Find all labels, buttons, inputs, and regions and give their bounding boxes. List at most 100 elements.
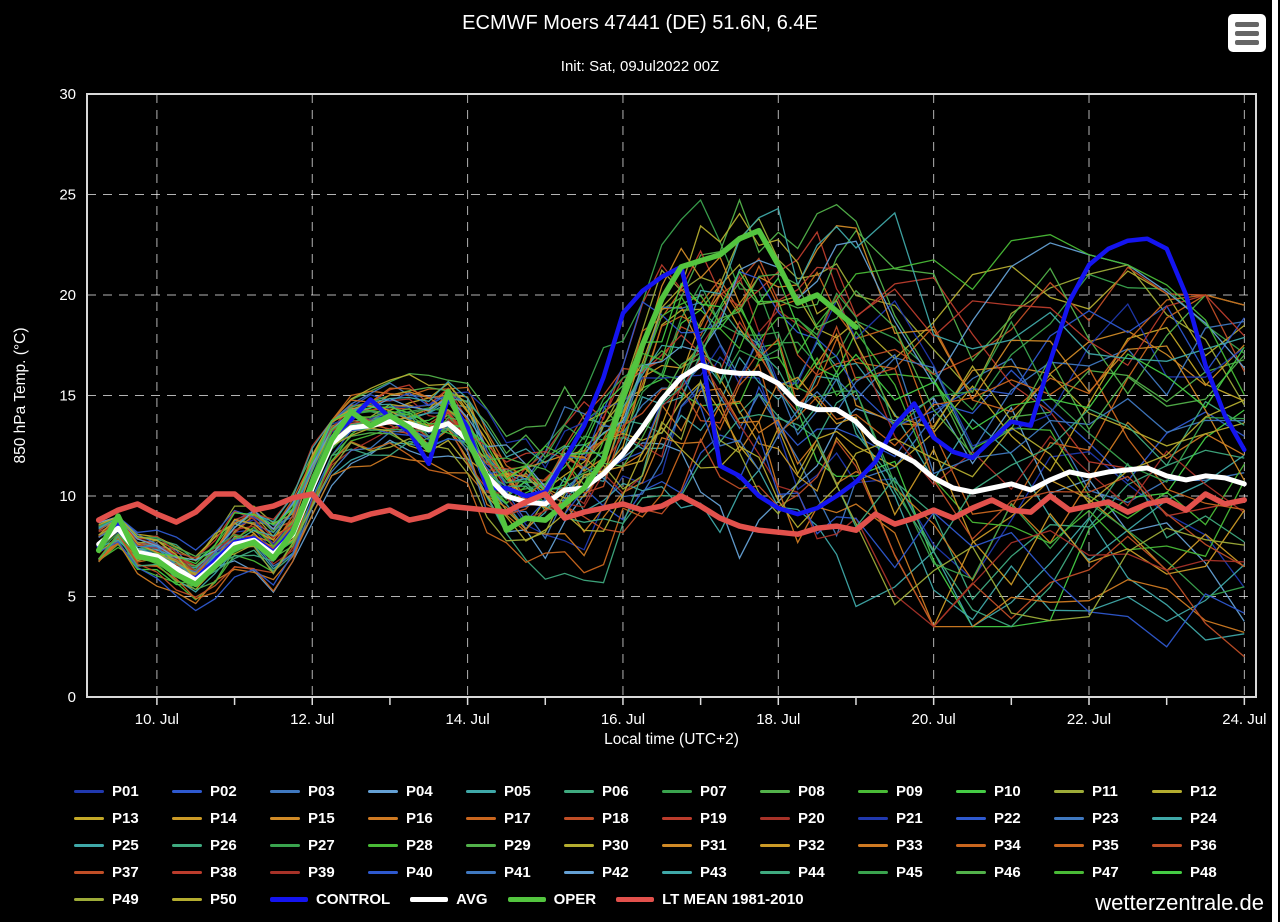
legend-item-p02[interactable]: P02 — [172, 780, 270, 802]
x-tick-label: 20. Jul — [912, 711, 956, 728]
legend-item-p33[interactable]: P33 — [858, 834, 956, 856]
legend-item-p32[interactable]: P32 — [760, 834, 858, 856]
legend-label: P05 — [504, 782, 531, 800]
legend-item-p09[interactable]: P09 — [858, 780, 956, 802]
legend-item-p36[interactable]: P36 — [1152, 834, 1250, 856]
legend-label: P23 — [1092, 809, 1119, 827]
legend-item-p18[interactable]: P18 — [564, 807, 662, 829]
legend-item-p37[interactable]: P37 — [74, 861, 172, 883]
legend-label: P38 — [210, 863, 237, 881]
x-tick-label: 16. Jul — [601, 711, 645, 728]
site-brand: wetterzentrale.de — [1095, 890, 1264, 915]
legend-item-p26[interactable]: P26 — [172, 834, 270, 856]
legend-item-p11[interactable]: P11 — [1054, 780, 1152, 802]
legend-label: P27 — [308, 836, 335, 854]
legend-swatch — [466, 816, 496, 820]
legend-item-p24[interactable]: P24 — [1152, 807, 1250, 829]
chart-legend: P01 P02 P03 P04 P05 P06 P07 P08 P09 P10 P11 P12 P13 P… — [74, 780, 1280, 910]
legend-item-p31[interactable]: P31 — [662, 834, 760, 856]
legend-swatch — [74, 816, 104, 820]
legend-item-p34[interactable]: P34 — [956, 834, 1054, 856]
legend-item-p07[interactable]: P07 — [662, 780, 760, 802]
legend-item-control[interactable]: CONTROL — [270, 888, 390, 910]
legend-item-p12[interactable]: P12 — [1152, 780, 1250, 802]
legend-label: P32 — [798, 836, 825, 854]
legend-item-p20[interactable]: P20 — [760, 807, 858, 829]
legend-label: P44 — [798, 863, 825, 881]
legend-item-p40[interactable]: P40 — [368, 861, 466, 883]
legend-item-p23[interactable]: P23 — [1054, 807, 1152, 829]
legend-label: P39 — [308, 863, 335, 881]
legend-item-p05[interactable]: P05 — [466, 780, 564, 802]
ensemble-member-line-P44 — [98, 305, 1245, 587]
legend-item-p10[interactable]: P10 — [956, 780, 1054, 802]
legend-item-p46[interactable]: P46 — [956, 861, 1054, 883]
legend-item-p01[interactable]: P01 — [74, 780, 172, 802]
x-tick-labels: 10. Jul 12. Jul 14. Jul 16. Jul 18. Jul 20. J… — [135, 711, 1267, 728]
legend-swatch — [368, 816, 398, 820]
legend-item-p06[interactable]: P06 — [564, 780, 662, 802]
legend-swatch — [1054, 870, 1084, 874]
legend-item-p30[interactable]: P30 — [564, 834, 662, 856]
legend-item-p04[interactable]: P04 — [368, 780, 466, 802]
legend-swatch — [564, 843, 594, 847]
legend-item-p03[interactable]: P03 — [270, 780, 368, 802]
chart-title: ECMWF Moers 47441 (DE) 51.6N, 6.4E — [462, 12, 818, 34]
legend-item-p35[interactable]: P35 — [1054, 834, 1152, 856]
legend-swatch — [760, 843, 790, 847]
legend-label: P09 — [896, 782, 923, 800]
legend-swatch — [74, 897, 104, 901]
legend-item-p47[interactable]: P47 — [1054, 861, 1152, 883]
legend-item-p19[interactable]: P19 — [662, 807, 760, 829]
ensemble-member-line-P09 — [98, 356, 1245, 601]
legend-item-p25[interactable]: P25 — [74, 834, 172, 856]
legend-label: P43 — [700, 863, 727, 881]
legend-swatch — [616, 896, 655, 902]
legend-item-lt-mean-1981-2010[interactable]: LT MEAN 1981-2010 — [616, 888, 804, 910]
legend-label: P30 — [602, 836, 629, 854]
legend-item-p43[interactable]: P43 — [662, 861, 760, 883]
legend-item-p08[interactable]: P08 — [760, 780, 858, 802]
legend-item-p27[interactable]: P27 — [270, 834, 368, 856]
legend-item-p15[interactable]: P15 — [270, 807, 368, 829]
ensemble-member-line-P38 — [98, 266, 1245, 559]
legend-item-p17[interactable]: P17 — [466, 807, 564, 829]
legend-label: P50 — [210, 890, 237, 908]
scrollbar[interactable] — [1272, 0, 1278, 922]
legend-item-oper[interactable]: OPER — [507, 888, 596, 910]
legend-item-p45[interactable]: P45 — [858, 861, 956, 883]
series-line-oper — [95, 227, 859, 588]
legend-item-p28[interactable]: P28 — [368, 834, 466, 856]
chart-context-menu-button[interactable] — [1228, 14, 1266, 52]
legend-label: P02 — [210, 782, 237, 800]
legend-item-p49[interactable]: P49 — [74, 888, 172, 910]
legend-item-p44[interactable]: P44 — [760, 861, 858, 883]
legend-item-p14[interactable]: P14 — [172, 807, 270, 829]
series-line-lt-mean-1981-2010 — [95, 491, 1248, 537]
legend-swatch — [507, 896, 546, 902]
legend-item-p13[interactable]: P13 — [74, 807, 172, 829]
legend-item-p38[interactable]: P38 — [172, 861, 270, 883]
legend-item-p41[interactable]: P41 — [466, 861, 564, 883]
x-tick-label: 12. Jul — [290, 711, 334, 728]
ensemble-member-line-P31 — [98, 225, 1245, 576]
legend-item-p29[interactable]: P29 — [466, 834, 564, 856]
legend-item-p39[interactable]: P39 — [270, 861, 368, 883]
legend-label: CONTROL — [316, 890, 391, 908]
legend-item-p21[interactable]: P21 — [858, 807, 956, 829]
legend-swatch — [956, 816, 986, 820]
y-tick-label: 10 — [59, 488, 76, 505]
legend-swatch — [172, 870, 202, 874]
legend-item-p50[interactable]: P50 — [172, 888, 270, 910]
legend-swatch — [662, 870, 692, 874]
x-tick-label: 18. Jul — [756, 711, 800, 728]
legend-item-p16[interactable]: P16 — [368, 807, 466, 829]
legend-label: P06 — [602, 782, 629, 800]
legend-label: AVG — [456, 890, 488, 908]
ensemble-member-line-P47 — [98, 234, 1245, 584]
legend-item-avg[interactable]: AVG — [410, 888, 488, 910]
legend-item-p42[interactable]: P42 — [564, 861, 662, 883]
legend-item-p48[interactable]: P48 — [1152, 861, 1250, 883]
legend-item-p22[interactable]: P22 — [956, 807, 1054, 829]
